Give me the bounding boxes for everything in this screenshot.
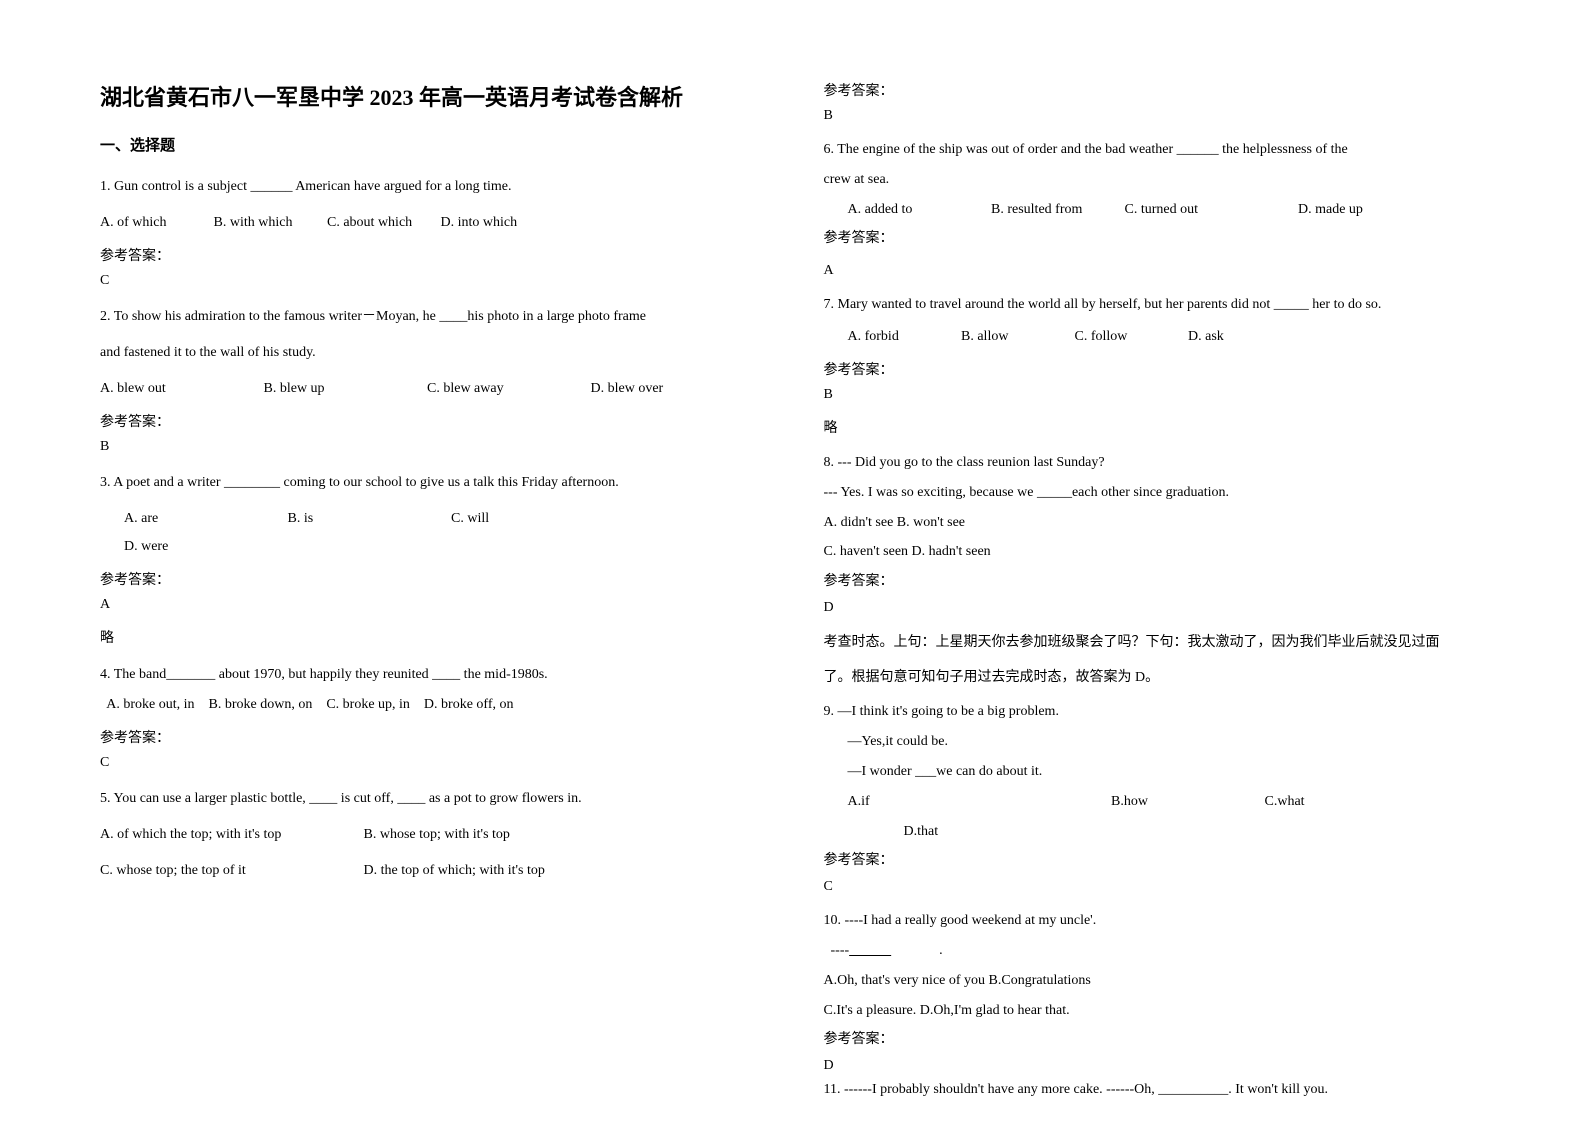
q10-l4: C.It's a pleasure. D.Oh,I'm glad to hear… <box>824 999 1488 1023</box>
q6-ans-label: 参考答案： <box>824 227 1488 251</box>
q1-ans-label: 参考答案： <box>100 245 764 265</box>
q6-text-l2: crew at sea. <box>824 168 1488 192</box>
q6-opt-d: D. made up <box>1298 202 1363 217</box>
q3-opt-d: D. were <box>124 533 284 561</box>
q5-options-row1: A. of which the top; with it's top B. wh… <box>100 821 764 849</box>
q3-omit: 略 <box>100 627 764 647</box>
q5-text: 5. You can use a larger plastic bottle, … <box>100 785 764 813</box>
q5-opt-c: C. whose top; the top of it <box>100 857 360 885</box>
q2-options: A. blew out B. blew up C. blew away D. b… <box>100 375 764 403</box>
q5-opt-b: B. whose top; with it's top <box>364 821 510 849</box>
q11-text: 11. ------I probably shouldn't have any … <box>824 1078 1488 1102</box>
q9-answer: C <box>824 879 1488 895</box>
q1-text: 1. Gun control is a subject ______ Ameri… <box>100 173 764 201</box>
q7-opt-b: B. allow <box>961 323 1071 351</box>
q1-answer: C <box>100 273 764 289</box>
q9-ans-label: 参考答案： <box>824 849 1488 873</box>
q10-l1: 10. ----I had a really good weekend at m… <box>824 909 1488 933</box>
q1-options: A. of which B. with which C. about which… <box>100 209 764 237</box>
q9-options: A.if B.how C.what <box>824 790 1488 814</box>
q6-text-l1: 6. The engine of the ship was out of ord… <box>824 138 1488 162</box>
q7-opt-d: D. ask <box>1188 323 1298 351</box>
q7-text: 7. Mary wanted to travel around the worl… <box>824 293 1488 317</box>
q10-ans-label: 参考答案： <box>824 1028 1488 1052</box>
q2-ans-label: 参考答案： <box>100 411 764 431</box>
q3-opt-c: C. will <box>451 505 611 533</box>
q7-ans-label: 参考答案： <box>824 359 1488 379</box>
q4-options: A. broke out, in B. broke down, on C. br… <box>100 691 764 719</box>
q10-period: . <box>939 943 943 958</box>
q9-opt-c: C.what <box>1265 794 1305 809</box>
q8-ans-label: 参考答案： <box>824 570 1488 594</box>
q8-l2: --- Yes. I was so exciting, because we _… <box>824 481 1488 505</box>
q7-omit: 略 <box>824 417 1488 437</box>
q2-opt-d: D. blew over <box>591 375 751 403</box>
q4-ans-label: 参考答案： <box>100 727 764 747</box>
q5-options-row2: C. whose top; the top of it D. the top o… <box>100 857 764 885</box>
q2-opt-a: A. blew out <box>100 375 260 403</box>
q10-l2: ---- . <box>824 939 1488 963</box>
q9-l3: —I wonder ___we can do about it. <box>824 760 1488 784</box>
left-column: 湖北省黄石市八一军垦中学 2023 年高一英语月考试卷含解析 一、选择题 1. … <box>100 80 764 1108</box>
q3-answer: A <box>100 597 764 613</box>
q7-opt-a: A. forbid <box>848 323 958 351</box>
q1-opt-a: A. of which <box>100 209 210 237</box>
q5-opt-d: D. the top of which; with it's top <box>364 857 545 885</box>
q8-l4: C. haven't seen D. hadn't seen <box>824 540 1488 564</box>
q2-opt-c: C. blew away <box>427 375 587 403</box>
q10-underline <box>849 939 939 963</box>
q6-answer: A <box>824 257 1488 285</box>
q8-exp2: 了。根据句意可知句子用过去完成时态，故答案为 D。 <box>824 665 1488 690</box>
q2-answer: B <box>100 439 764 455</box>
right-column: 参考答案： B 6. The engine of the ship was ou… <box>824 80 1488 1108</box>
exam-title: 湖北省黄石市八一军垦中学 2023 年高一英语月考试卷含解析 <box>100 80 764 112</box>
q9-opt-d: D.that <box>824 820 1488 844</box>
q5-opt-a: A. of which the top; with it's top <box>100 821 360 849</box>
q6-opt-c: C. turned out <box>1125 198 1295 222</box>
page-columns: 湖北省黄石市八一军垦中学 2023 年高一英语月考试卷含解析 一、选择题 1. … <box>100 80 1487 1108</box>
q6-options: A. added to B. resulted from C. turned o… <box>824 198 1488 222</box>
q9-l1: 9. —I think it's going to be a big probl… <box>824 700 1488 724</box>
q1-opt-b: B. with which <box>214 209 324 237</box>
q3-ans-label: 参考答案： <box>100 569 764 589</box>
q2-text-line2: and fastened it to the wall of his study… <box>100 339 764 367</box>
q3-options: A. are B. is C. will D. were <box>100 505 764 561</box>
q6-opt-b: B. resulted from <box>991 198 1121 222</box>
q3-opt-a: A. are <box>124 505 284 533</box>
q3-text: 3. A poet and a writer ________ coming t… <box>100 469 764 497</box>
q8-answer: D <box>824 600 1488 616</box>
q10-answer: D <box>824 1058 1488 1074</box>
q7-opt-c: C. follow <box>1075 323 1185 351</box>
q1-opt-d: D. into which <box>441 209 551 237</box>
q9-opt-a: A.if <box>848 790 1108 814</box>
q9-l2: —Yes,it could be. <box>824 730 1488 754</box>
q2-text-line1: 2. To show his admiration to the famous … <box>100 303 764 331</box>
q7-answer: B <box>824 387 1488 403</box>
q10-l3: A.Oh, that's very nice of you B.Congratu… <box>824 969 1488 993</box>
q8-exp1: 考查时态。上句：上星期天你去参加班级聚会了吗？下句：我太激动了，因为我们毕业后就… <box>824 630 1488 655</box>
q3-opt-b: B. is <box>288 505 448 533</box>
q5-answer: B <box>824 108 1488 124</box>
q2-opt-b: B. blew up <box>264 375 424 403</box>
q4-answer: C <box>100 755 764 771</box>
section-heading: 一、选择题 <box>100 134 764 155</box>
q6-opt-a: A. added to <box>848 198 988 222</box>
q5-ans-label: 参考答案： <box>824 80 1488 100</box>
q8-l3: A. didn't see B. won't see <box>824 511 1488 535</box>
q8-l1: 8. --- Did you go to the class reunion l… <box>824 451 1488 475</box>
q10-l2-blank: ---- <box>824 943 850 958</box>
q4-text: 4. The band_______ about 1970, but happi… <box>100 661 764 689</box>
q1-opt-c: C. about which <box>327 209 437 237</box>
q9-opt-b: B.how <box>1111 790 1261 814</box>
q7-options: A. forbid B. allow C. follow D. ask <box>824 323 1488 351</box>
